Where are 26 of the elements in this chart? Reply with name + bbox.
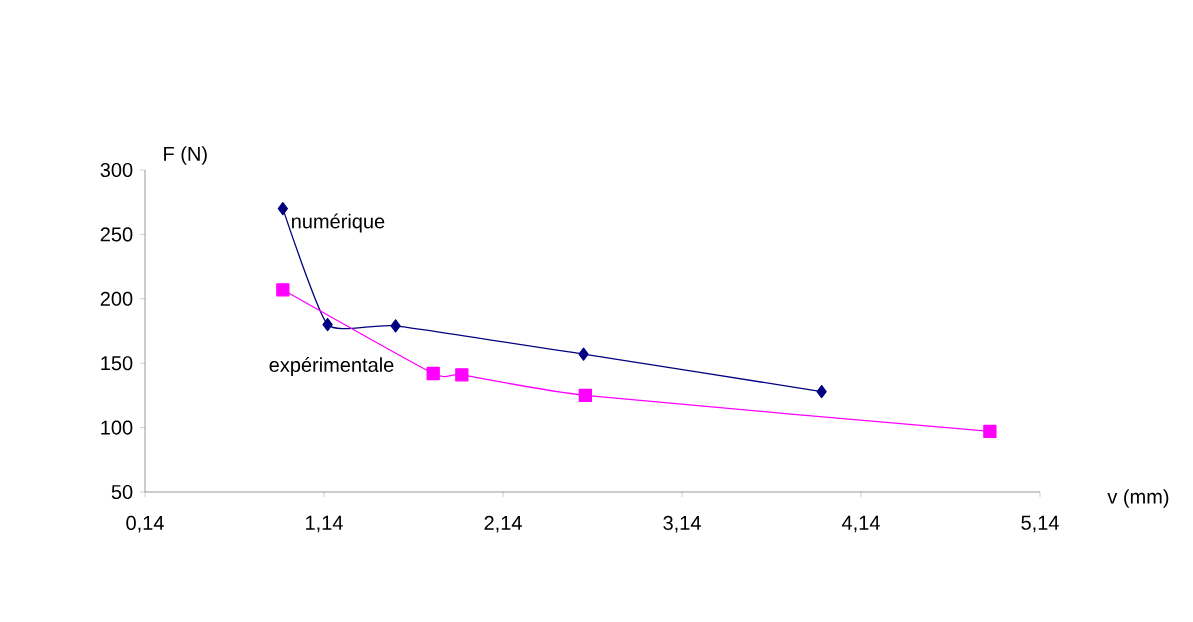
x-tick-label: 5,14 [1021,515,1059,533]
x-tick-label: 3,14 [663,515,701,533]
point [426,366,440,381]
y-tick-label: 200 [100,291,133,306]
y-axis-title: F (N) [164,146,207,165]
x-tick-label: 0,14 [126,515,164,533]
y-tick-label: 250 [100,227,133,242]
y-tick-label: 100 [101,420,133,435]
point [322,317,333,332]
point [578,347,589,361]
point [390,319,401,333]
point [455,368,469,382]
point [277,201,288,216]
series-label: expérimentale [269,357,394,376]
series-label: numérique [292,213,385,233]
point [578,388,592,403]
y-tick-label: 50 [111,484,133,500]
x-axis-title: v (mm) [1107,489,1169,508]
y-tick-label: 150 [101,356,133,371]
point [276,283,290,297]
point [983,424,997,439]
x-tick-label: 2,14 [484,515,522,533]
x-tick-label: 4,14 [842,515,880,533]
y-tick-label: 300 [100,162,133,178]
x-tick-label: 1,14 [306,515,343,533]
point [816,384,827,399]
